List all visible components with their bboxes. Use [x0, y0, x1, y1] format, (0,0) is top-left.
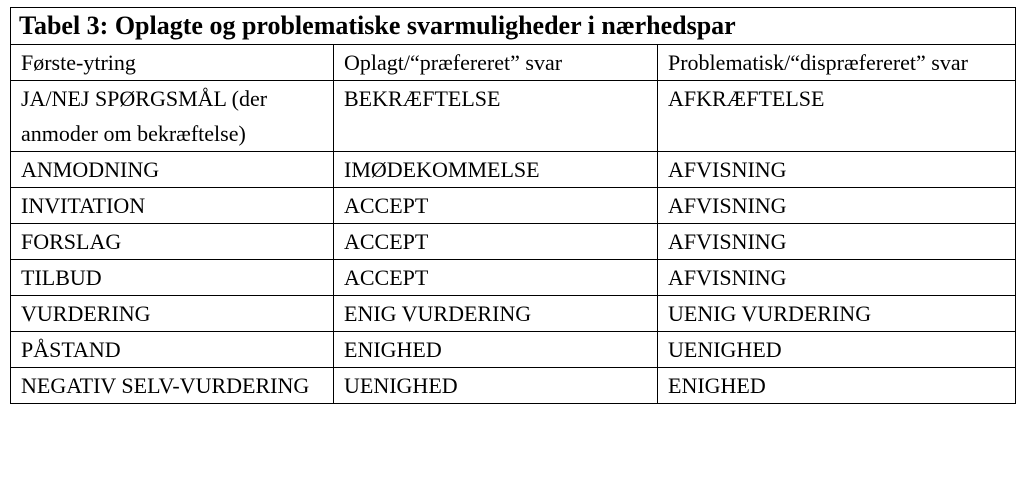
table-row: INVITATION ACCEPT AFVISNING [10, 187, 1017, 224]
table-cell: ACCEPT [333, 223, 658, 260]
table-row: TILBUD ACCEPT AFVISNING [10, 259, 1017, 296]
table-cell: INVITATION [10, 187, 334, 224]
table-row: JA/NEJ SPØRGSMÅL (der anmoder om bekræft… [10, 80, 1017, 152]
table-cell: UENIGHED [333, 367, 658, 404]
table-cell: IMØDEKOMMELSE [333, 151, 658, 188]
table-cell: AFVISNING [656, 187, 1017, 224]
table: Tabel 3: Oplagte og problematiske svarmu… [9, 7, 1017, 404]
table-cell: UENIG VURDERING [656, 295, 1017, 332]
table-row: PÅSTAND ENIGHED UENIGHED [10, 331, 1017, 368]
header-cell: Første-ytring [10, 44, 334, 81]
table-row: FORSLAG ACCEPT AFVISNING [10, 223, 1017, 260]
table-cell: TILBUD [10, 259, 334, 296]
table-cell: AFVISNING [656, 259, 1017, 296]
table-cell: PÅSTAND [10, 331, 334, 368]
table-cell: ENIG VURDERING [333, 295, 658, 332]
table-cell: UENIGHED [656, 331, 1017, 368]
table-cell: AFKRÆFTELSE [656, 80, 1017, 152]
table-cell: ACCEPT [333, 187, 658, 224]
header-cell: Oplagt/“præfereret” svar [333, 44, 658, 81]
table-cell: ENIGHED [656, 367, 1017, 404]
title-row: Tabel 3: Oplagte og problematiske svarmu… [9, 7, 1017, 45]
table-row: NEGATIV SELV-VURDERING UENIGHED ENIGHED [10, 367, 1017, 404]
table-title: Tabel 3: Oplagte og problematiske svarmu… [9, 7, 1017, 45]
table-cell: JA/NEJ SPØRGSMÅL (der anmoder om bekræft… [10, 80, 334, 152]
table-row: VURDERING ENIG VURDERING UENIG VURDERING [10, 295, 1017, 332]
table-body: Tabel 3: Oplagte og problematiske svarmu… [9, 7, 1017, 404]
table-cell: ACCEPT [333, 259, 658, 296]
header-row: Første-ytring Oplagt/“præfereret” svar Pro… [10, 44, 1017, 81]
header-cell: Problematisk/“dispræfereret” svar [656, 44, 1017, 81]
table-cell: BEKRÆFTELSE [333, 80, 658, 152]
table-cell: VURDERING [10, 295, 334, 332]
table-cell: ANMODNING [10, 151, 334, 188]
table-cell: FORSLAG [10, 223, 334, 260]
table-cell: AFVISNING [656, 223, 1017, 260]
table-cell: AFVISNING [656, 151, 1017, 188]
table-cell: NEGATIV SELV-VURDERING [10, 367, 334, 404]
table-cell: ENIGHED [333, 331, 658, 368]
table-row: ANMODNING IMØDEKOMMELSE AFVISNING [10, 151, 1017, 188]
